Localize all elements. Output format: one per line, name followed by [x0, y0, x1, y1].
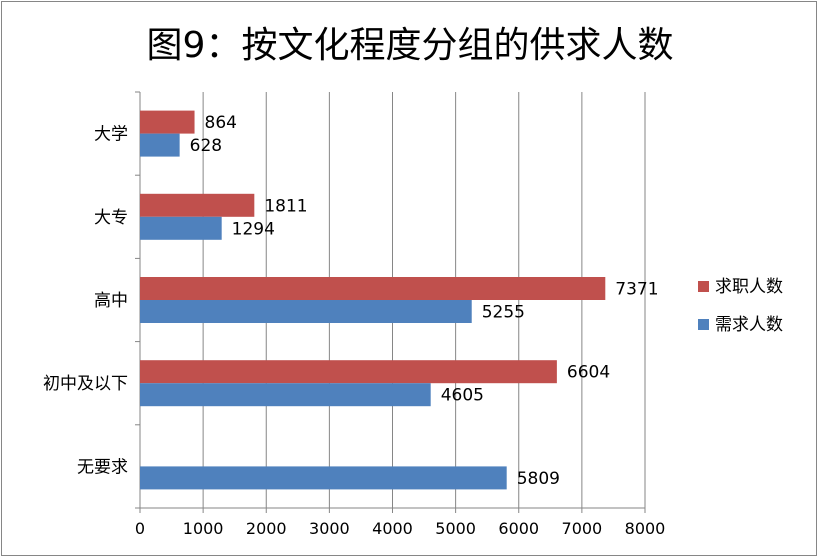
bar [140, 193, 255, 217]
data-label: 5809 [517, 469, 560, 489]
legend-swatch [698, 281, 709, 292]
data-label: 1811 [264, 196, 307, 216]
legend-label: 求职人数 [715, 277, 783, 297]
data-label: 6604 [567, 363, 610, 383]
category-label: 高中 [94, 291, 128, 311]
x-tick-label: 4000 [372, 519, 413, 538]
bar [140, 110, 195, 134]
x-tick-label: 8000 [625, 519, 666, 538]
category-label: 无要求 [77, 457, 128, 477]
bar [140, 383, 431, 407]
data-label: 4605 [441, 386, 484, 406]
data-labels: 864 628 1811 1294 7371 5255 6604 4605 5809 [190, 113, 659, 489]
data-label: 5255 [482, 303, 525, 323]
data-label: 7371 [615, 280, 658, 300]
legend-swatch [698, 319, 709, 330]
legend-label: 需求人数 [715, 315, 783, 335]
bar [140, 133, 180, 157]
category-label: 大学 [94, 125, 128, 145]
bar [140, 216, 222, 240]
x-tick-label: 5000 [435, 519, 476, 538]
x-tick-label: 0 [135, 519, 145, 538]
data-label: 628 [190, 136, 222, 156]
x-tick-label: 7000 [562, 519, 603, 538]
axes: 0 1000 2000 3000 4000 5000 6000 7000 8000 大学大专高中初… [43, 91, 666, 538]
chart-title: 图9：按文化程度分组的供求人数 [146, 25, 674, 66]
bar [140, 360, 557, 384]
data-label: 1294 [232, 219, 275, 239]
bar [140, 466, 507, 490]
bars [140, 110, 606, 490]
x-tick-label: 6000 [498, 519, 539, 538]
category-label: 大专 [94, 208, 128, 228]
data-label: 864 [205, 113, 237, 133]
x-tick-label: 3000 [309, 519, 350, 538]
bar [140, 277, 606, 300]
category-label: 初中及以下 [43, 374, 128, 394]
x-tick-label: 2000 [246, 519, 287, 538]
bar [140, 300, 472, 323]
x-tick-label: 1000 [183, 519, 224, 538]
